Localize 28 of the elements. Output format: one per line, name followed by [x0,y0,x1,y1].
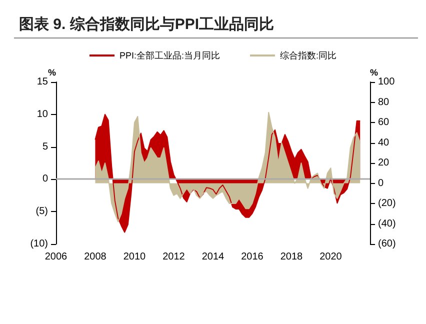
y-tick-label: 10 [36,108,48,120]
y2-tick-label: 60 [378,117,390,128]
legend-label: PPI:全部工业品:当月同比 [119,50,220,60]
legend-label: 综合指数:同比 [280,50,337,60]
y2-tick-label: 20 [378,158,390,168]
y-tick-label: 15 [36,76,48,88]
x-tick-label: 2018 [280,252,304,262]
y2-tick-label: 80 [378,96,390,108]
x-tick-label: 2014 [202,252,225,262]
chart-title: 图表 9. 综合指数同比与PPI工业品同比 [19,16,274,33]
x-tick-label: 2006 [44,252,68,262]
y2-tick-label: 40 [378,137,390,148]
y2-tick-label: (60) [378,238,396,250]
x-tick-label: 2020 [320,252,342,262]
y-tick-label: 5 [42,141,48,152]
y2-tick-label: 0 [378,178,384,189]
y2-axis-title: % [370,68,378,78]
x-tick-label: 2012 [162,252,186,262]
y2-tick-label: (40) [378,218,396,230]
y2-tick-label: (20) [378,198,396,209]
y2-tick-label: 100 [378,76,396,88]
x-tick-label: 2016 [241,252,264,262]
y-tick-label: 0 [42,174,48,185]
y-tick-label: (10) [30,238,48,250]
y-axis-title: % [48,68,56,78]
x-tick-label: 2008 [84,252,107,262]
y-tick-label: (5) [36,206,48,218]
x-tick-label: 2010 [123,252,146,262]
